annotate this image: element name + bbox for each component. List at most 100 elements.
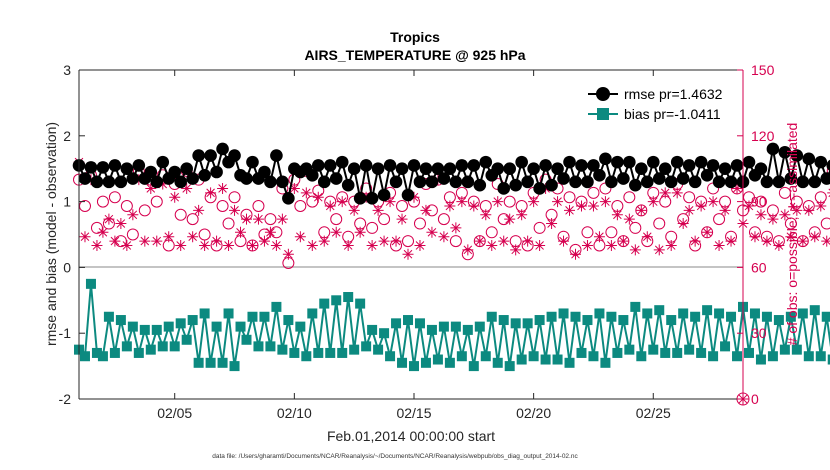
rmse-point: [371, 162, 385, 175]
rmse-point: [341, 178, 355, 192]
bias-point: [564, 357, 575, 368]
obs-assimilated-point: [510, 244, 522, 256]
bias-point: [175, 318, 186, 329]
obs-assimilated-point: [145, 182, 157, 194]
bias-point: [558, 308, 569, 319]
obs-assimilated-point: [570, 248, 582, 260]
bias-point: [115, 315, 126, 326]
bias-point: [349, 344, 360, 355]
bias-point: [408, 361, 419, 372]
bias-point: [271, 301, 282, 312]
rmse-point: [383, 159, 397, 172]
obs-possible-point: [294, 199, 307, 212]
series-layer: [72, 142, 830, 406]
bias-point: [193, 357, 204, 368]
bias-point: [259, 311, 270, 322]
bias-point: [456, 351, 467, 362]
rmse-point: [389, 175, 403, 189]
bias-point: [181, 334, 192, 345]
rmse-point: [503, 162, 517, 175]
obs-assimilated-point: [599, 196, 611, 208]
obs-assimilated-point: [689, 235, 701, 247]
rmse-point: [652, 172, 666, 185]
obs-assimilated-point: [731, 182, 743, 194]
obs-assimilated-point: [205, 187, 217, 199]
bias-point: [576, 347, 587, 358]
rmse-point: [192, 149, 205, 162]
obs-possible-point: [366, 221, 379, 234]
obs-assimilated-point: [276, 213, 288, 225]
rmse-point: [635, 162, 648, 175]
bias-point: [199, 308, 210, 319]
bias-point: [391, 318, 402, 329]
bias-point: [815, 351, 826, 362]
obs-possible-point: [396, 199, 409, 212]
obs-assimilated-point: [695, 200, 707, 212]
rmse-point: [401, 188, 415, 202]
rmse-point: [108, 159, 122, 172]
obs-possible-point: [378, 213, 391, 226]
rmse-point: [545, 178, 558, 192]
bias-point: [522, 318, 533, 329]
obs-assimilated-point: [767, 213, 779, 225]
y-tick-label-right: 30: [751, 325, 767, 341]
obs-assimilated-point: [815, 200, 827, 212]
obs-assimilated-point: [725, 235, 737, 247]
y-tick-label-left: 1: [63, 194, 71, 210]
legend-rmse: rmse pr=1.4632: [624, 86, 723, 102]
rmse-point: [808, 175, 822, 189]
bias-point: [438, 321, 449, 332]
rmse-point: [407, 159, 421, 172]
obs-assimilated-point: [546, 218, 558, 230]
rmse-point: [114, 175, 128, 189]
bias-point: [277, 344, 288, 355]
obs-assimilated-point: [330, 226, 342, 238]
bias-point: [187, 315, 198, 326]
rmse-point: [419, 162, 433, 175]
bias-point: [672, 347, 683, 358]
obs-possible-point: [228, 191, 241, 204]
rmse-point: [479, 155, 493, 169]
bias-point: [121, 341, 132, 352]
bias-point: [720, 341, 731, 352]
rmse-point: [323, 159, 337, 172]
rmse-point: [186, 172, 199, 185]
rmse-point: [150, 175, 164, 189]
bias-point: [223, 308, 234, 319]
obs-assimilated-point: [139, 235, 151, 247]
rmse-point: [365, 192, 379, 205]
rmse-point: [276, 175, 289, 189]
obs-assimilated-point: [312, 191, 324, 203]
obs-assimilated-point: [719, 204, 731, 216]
obs-assimilated-point: [390, 235, 402, 247]
bias-point: [151, 324, 162, 335]
x-tick-label: 02/15: [396, 405, 431, 421]
obs-assimilated-point: [797, 235, 809, 247]
obs-possible-point: [533, 221, 546, 234]
obs-possible-point: [264, 213, 277, 226]
rmse-point: [282, 192, 295, 205]
rmse-point: [144, 165, 158, 179]
obs-possible-point: [778, 186, 791, 199]
rmse-point: [712, 175, 726, 189]
obs-assimilated-point: [803, 204, 815, 216]
obs-assimilated-point: [647, 196, 659, 208]
rmse-point: [551, 162, 564, 175]
y-tick-label-right: 150: [751, 62, 775, 78]
obs-assimilated-point: [300, 187, 312, 199]
obs-assimilated-point: [121, 239, 133, 251]
bias-point: [229, 361, 240, 372]
bias-point: [450, 321, 461, 332]
rmse-point: [174, 175, 187, 189]
rmse-point: [706, 159, 720, 172]
obs-assimilated-point: [605, 239, 617, 251]
rmse-point: [102, 175, 116, 189]
obs-assimilated-point: [480, 209, 492, 221]
rmse-point: [270, 149, 283, 162]
obs-assimilated-point: [635, 204, 647, 216]
rmse-point: [90, 175, 104, 189]
bias-point: [414, 318, 425, 329]
bias-point: [708, 351, 719, 362]
obs-assimilated-point: [342, 239, 354, 251]
